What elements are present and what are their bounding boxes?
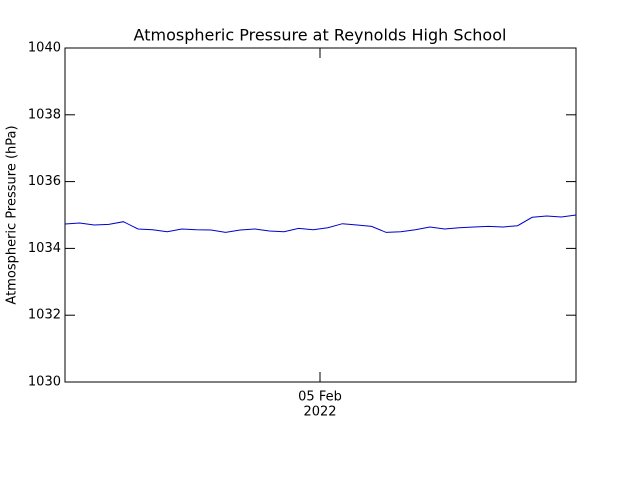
y-tick-label: 1040 — [28, 41, 61, 56]
x-tick-label: 05 Feb — [298, 390, 342, 405]
x-tick-label: 2022 — [303, 405, 336, 420]
y-tick-label: 1034 — [28, 241, 61, 256]
y-tick-label: 1036 — [28, 174, 61, 189]
y-tick-label: 1030 — [28, 375, 61, 390]
y-axis-label: Atmospheric Pressure (hPa) — [5, 125, 20, 304]
plot-frame — [64, 47, 577, 383]
chart-title: Atmospheric Pressure at Reynolds High Sc… — [134, 26, 507, 45]
y-tick-label: 1038 — [28, 107, 61, 122]
data-line — [64, 214, 577, 233]
y-tick-label: 1032 — [28, 308, 61, 323]
